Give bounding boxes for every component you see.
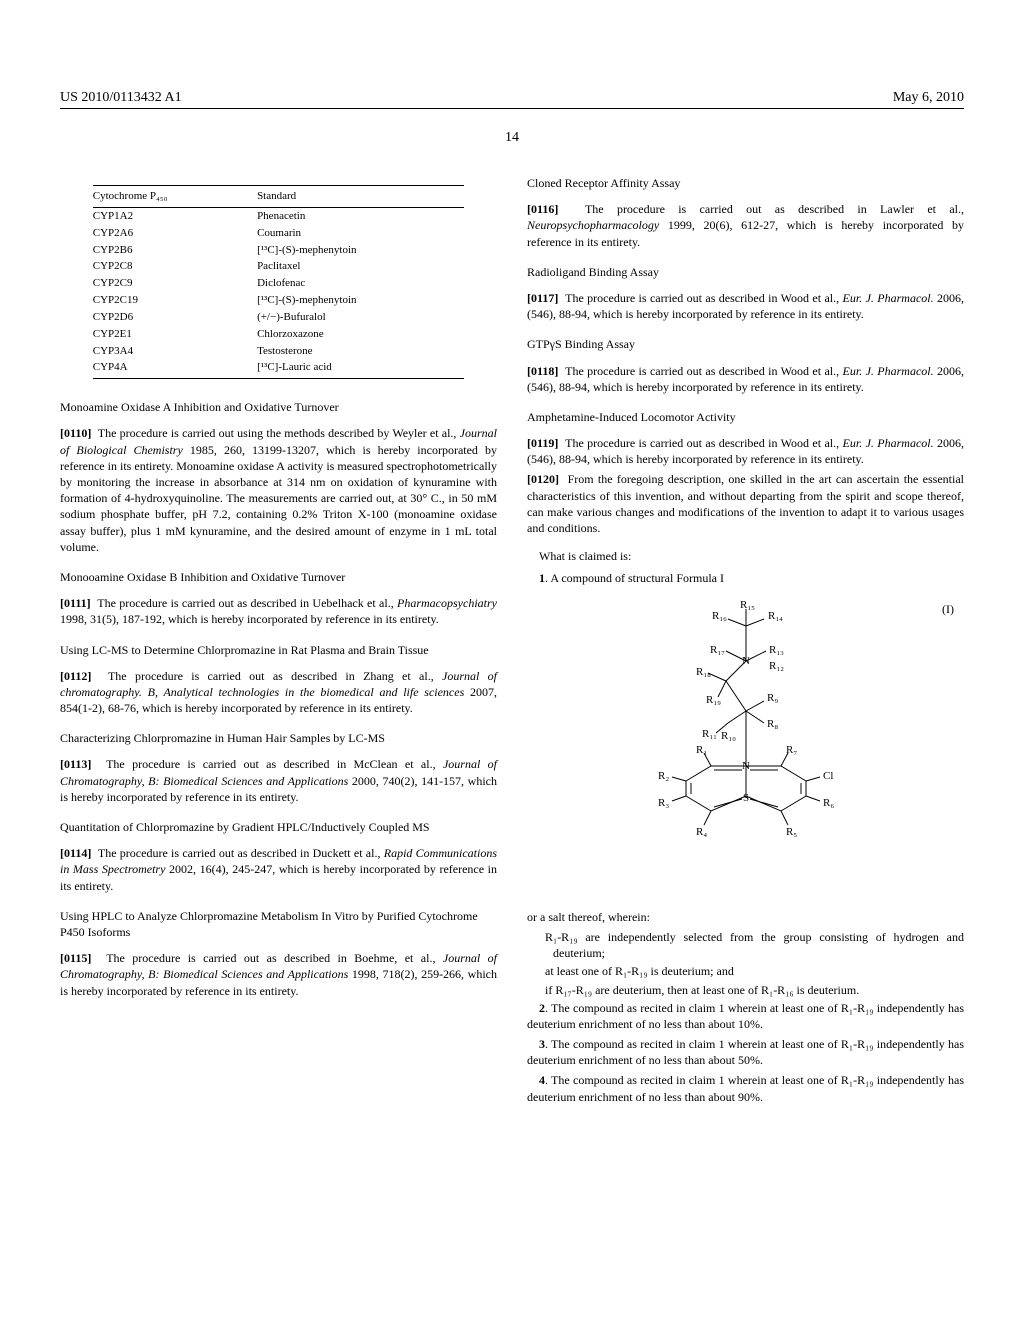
right-column: Cloned Receptor Affinity Assay [0116] Th… (527, 175, 964, 1109)
cytochrome-table: Cytochrome P₄₅₀ Standard CYP1A2Phenaceti… (93, 185, 464, 379)
paragraph: [0113] The procedure is carried out as d… (60, 756, 497, 805)
svg-text:S: S (743, 792, 749, 804)
formula-label: (I) (942, 601, 954, 617)
table-row: CYP2C8Paclitaxel (93, 258, 464, 275)
svg-text:R₉: R₉ (767, 692, 778, 704)
page-header: US 2010/0113432 A1 May 6, 2010 (60, 90, 964, 109)
svg-text:R₁₃: R₁₃ (769, 644, 784, 656)
patent-number: US 2010/0113432 A1 (60, 90, 182, 106)
svg-text:R₁₄: R₁₄ (768, 610, 783, 622)
claim-sub: R₁-R₁₉ are independently selected from t… (545, 929, 964, 961)
formula-structure-icon: R₁₅ R₁₆ R₁₄ R₁₃ R₁₇ R₁₂ R₁₈ R₁₉ R₉ R₁₁ R… (616, 601, 876, 891)
svg-text:R₈: R₈ (767, 718, 778, 730)
patent-date: May 6, 2010 (893, 90, 964, 106)
paragraph: [0114] The procedure is carried out as d… (60, 845, 497, 894)
section-heading: GTPγS Binding Assay (527, 336, 964, 352)
svg-text:Cl: Cl (823, 770, 833, 782)
section-heading: Monooamine Oxidase B Inhibition and Oxid… (60, 569, 497, 585)
left-column: Cytochrome P₄₅₀ Standard CYP1A2Phenaceti… (60, 175, 497, 1109)
table-row: CYP2D6(+/−)-Bufuralol (93, 309, 464, 326)
table-row: CYP2E1Chlorzoxazone (93, 326, 464, 343)
table-row: CYP2C19[¹³C]-(S)-mephenytoin (93, 292, 464, 309)
svg-text:R₄: R₄ (696, 826, 707, 838)
svg-text:R₃: R₃ (658, 797, 669, 809)
section-heading: Using HPLC to Analyze Chlorpromazine Met… (60, 908, 497, 940)
svg-text:R₁₆: R₁₆ (712, 610, 727, 622)
claim-sub: at least one of R₁-R₁₉ is deuterium; and (545, 963, 964, 979)
table-row: CYP1A2Phenacetin (93, 207, 464, 224)
table-row: CYP2B6[¹³C]-(S)-mephenytoin (93, 242, 464, 259)
paragraph: [0115] The procedure is carried out as d… (60, 950, 497, 999)
svg-text:R₁₀: R₁₀ (721, 730, 736, 742)
section-heading: Radioligand Binding Assay (527, 264, 964, 280)
table-header: Cytochrome P₄₅₀ (93, 186, 257, 208)
svg-text:R₁: R₁ (696, 744, 707, 756)
table-row: CYP2A6Coumarin (93, 225, 464, 242)
svg-text:R₅: R₅ (786, 826, 797, 838)
paragraph: [0110] The procedure is carried out usin… (60, 425, 497, 555)
section-heading: Characterizing Chlorpromazine in Human H… (60, 730, 497, 746)
svg-text:N: N (742, 760, 750, 772)
section-heading: Quantitation of Chlorpromazine by Gradie… (60, 819, 497, 835)
content-columns: Cytochrome P₄₅₀ Standard CYP1A2Phenaceti… (60, 175, 964, 1109)
paragraph: [0112] The procedure is carried out as d… (60, 668, 497, 717)
svg-text:R₁₇: R₁₇ (710, 644, 725, 656)
svg-text:R₇: R₇ (786, 744, 797, 756)
chemical-formula: (I) (527, 601, 964, 895)
svg-text:R₁₅: R₁₅ (740, 601, 755, 611)
table-row: CYP2C9Diclofenac (93, 275, 464, 292)
paragraph: [0116] The procedure is carried out as d… (527, 201, 964, 250)
svg-text:R₁₂: R₁₂ (769, 660, 784, 672)
claim: 4. The compound as recited in claim 1 wh… (527, 1072, 964, 1104)
section-heading: Amphetamine-Induced Locomotor Activity (527, 409, 964, 425)
claims-intro: What is claimed is: (527, 548, 964, 564)
svg-text:R₁₁: R₁₁ (702, 728, 717, 740)
claim: 3. The compound as recited in claim 1 wh… (527, 1036, 964, 1068)
table-row: CYP4A[¹³C]-Lauric acid (93, 359, 464, 378)
paragraph: [0117] The procedure is carried out as d… (527, 290, 964, 322)
svg-text:R₂: R₂ (658, 770, 669, 782)
paragraph: [0111] The procedure is carried out as d… (60, 595, 497, 627)
claim-tail: or a salt thereof, wherein: (527, 909, 964, 925)
table-header: Standard (257, 186, 464, 208)
svg-text:R₁₈: R₁₈ (696, 666, 711, 678)
paragraph: [0119] The procedure is carried out as d… (527, 435, 964, 467)
claim: 1. A compound of structural Formula I (527, 570, 964, 586)
svg-text:R₆: R₆ (823, 797, 834, 809)
section-heading: Using LC-MS to Determine Chlorpromazine … (60, 642, 497, 658)
section-heading: Cloned Receptor Affinity Assay (527, 175, 964, 191)
svg-text:R₁₉: R₁₉ (706, 694, 721, 706)
paragraph: [0120] From the foregoing description, o… (527, 471, 964, 536)
claim: 2. The compound as recited in claim 1 wh… (527, 1000, 964, 1032)
svg-text:N: N (742, 655, 750, 667)
page-number: 14 (505, 130, 519, 146)
table-row: CYP3A4Testosterone (93, 343, 464, 360)
claim-sub: if R₁₇-R₁₉ are deuterium, then at least … (545, 982, 964, 998)
section-heading: Monoamine Oxidase A Inhibition and Oxida… (60, 399, 497, 415)
paragraph: [0118] The procedure is carried out as d… (527, 363, 964, 395)
